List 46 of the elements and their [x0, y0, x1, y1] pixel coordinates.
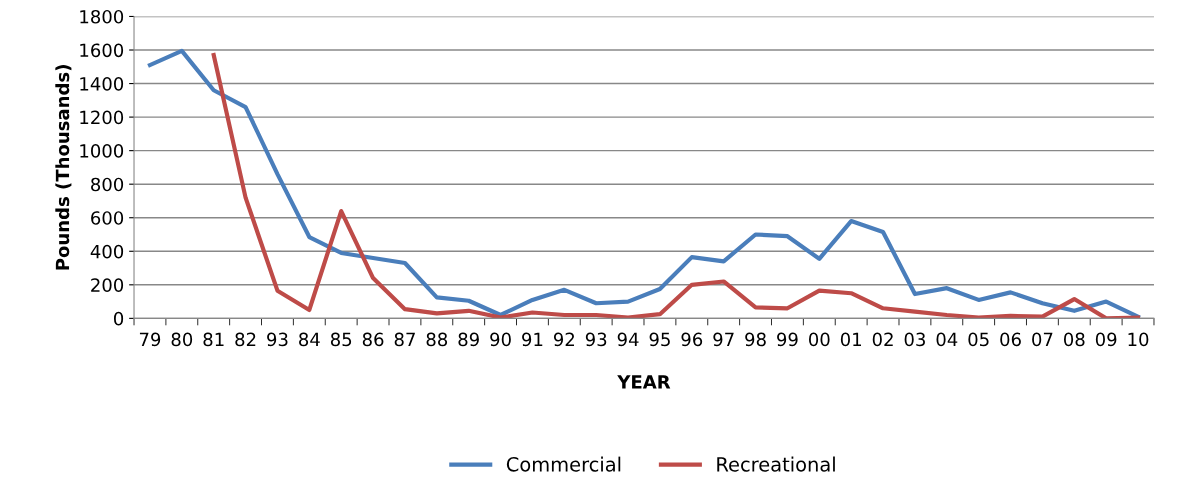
x-tick-label: 04 — [936, 332, 958, 347]
legend-label: Recreational — [717, 456, 835, 472]
y-tick-label: 1200 — [80, 110, 124, 125]
x-tick-label: 99 — [777, 332, 798, 347]
x-tick-label: 91 — [522, 332, 543, 347]
y-axis-title: Pounds (Thousands) — [55, 65, 72, 270]
y-tick-label: 400 — [90, 244, 124, 259]
y-tick-label: 800 — [91, 177, 124, 192]
x-tick-label: 93 — [585, 332, 607, 347]
legend-label: Commercial — [506, 456, 621, 472]
y-tick-label: 200 — [91, 278, 124, 292]
x-tick-label: 95 — [649, 332, 670, 347]
x-tick-label: 98 — [745, 332, 766, 347]
x-tick-label: 92 — [553, 332, 574, 347]
x-tick-label: 79 — [139, 332, 161, 347]
x-tick-label: 06 — [1000, 332, 1021, 347]
x-tick-label: 05 — [968, 332, 989, 347]
x-axis-title: YEAR — [617, 375, 671, 389]
x-tick-label: 85 — [330, 332, 352, 347]
x-tick-label: 82 — [235, 332, 256, 347]
x-tick-label: 84 — [299, 332, 320, 347]
y-tick-label: 1400 — [80, 77, 124, 91]
x-tick-label: 09 — [1095, 332, 1117, 347]
x-tick-label: 01 — [840, 332, 861, 347]
y-tick-label: 1000 — [80, 144, 124, 158]
x-tick-label: 08 — [1064, 332, 1085, 347]
x-tick-label: 97 — [713, 332, 734, 347]
x-tick-label: 10 — [1128, 332, 1149, 347]
x-tick-label: 88 — [426, 332, 448, 347]
x-tick-label: 81 — [203, 332, 224, 347]
x-tick-label: 80 — [171, 332, 193, 347]
x-tick-label: 87 — [394, 332, 415, 347]
x-tick-label: 96 — [681, 332, 703, 347]
x-tick-label: 89 — [458, 332, 479, 347]
x-tick-label: 86 — [362, 332, 384, 347]
x-tick-label: 00 — [809, 332, 830, 347]
y-tick-label: 1600 — [80, 43, 124, 58]
x-tick-label: 02 — [872, 332, 893, 347]
x-tick-label: 07 — [1032, 332, 1053, 347]
y-tick-label: 1800 — [80, 9, 124, 24]
x-tick-label: 03 — [904, 332, 925, 347]
y-tick-label: 600 — [91, 211, 124, 225]
x-tick-label: 90 — [490, 332, 511, 347]
x-tick-label: 94 — [617, 332, 639, 347]
x-tick-label: 93 — [267, 332, 288, 347]
y-tick-label: 0 — [114, 311, 124, 326]
